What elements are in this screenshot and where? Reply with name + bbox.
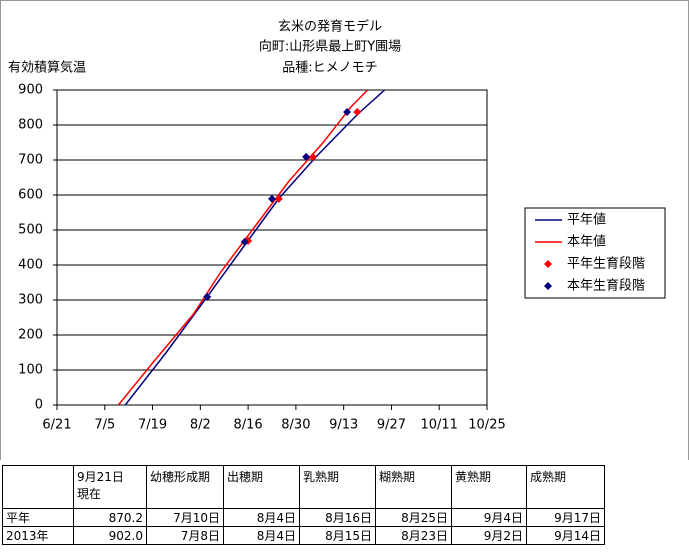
x-tick-label: 8/16	[234, 418, 263, 433]
legend-marker	[544, 282, 552, 290]
y-tick-label: 800	[18, 118, 43, 133]
table-body: 9月21日 現在 幼穂形成期 出穂期 乳熟期 糊熟期 黄熟期 成熟期 平年 870.2 7月10日…	[2, 465, 605, 545]
legend-label: 本年生育段階	[567, 278, 645, 294]
stage-marker	[302, 152, 311, 161]
cell: 9月17日	[526, 508, 605, 527]
header-cell: 成熟期	[526, 465, 605, 509]
cell: 8月23日	[375, 526, 452, 545]
cell: 870.2	[73, 508, 147, 527]
plot-area	[56, 89, 488, 406]
table-row: 9月21日 現在 幼穂形成期 出穂期 乳熟期 糊熟期 黄熟期 成熟期	[2, 465, 605, 509]
cell: 9月4日	[451, 508, 527, 527]
stage-marker	[353, 108, 362, 117]
cell: 9月2日	[451, 526, 527, 545]
cell: 8月4日	[223, 526, 300, 545]
x-tick-label: 6/21	[42, 418, 71, 433]
cell: 8月25日	[375, 508, 452, 527]
y-axis-label: 有効積算気温	[8, 60, 86, 76]
x-tick-label: 7/19	[138, 418, 167, 433]
legend-label: 平年値	[567, 212, 606, 228]
stage-marker	[274, 194, 283, 203]
x-tick-label: 9/27	[377, 418, 406, 433]
x-tick-label: 10/25	[468, 418, 505, 433]
cell: 7月8日	[146, 526, 224, 545]
cell: 2013年	[2, 526, 74, 545]
stage-marker	[203, 292, 212, 301]
header-cell	[2, 465, 74, 509]
series-line	[124, 89, 386, 406]
y-tick-label: 900	[18, 83, 43, 98]
header-cell: 幼穂形成期	[146, 465, 224, 509]
header-cell: 黄熟期	[451, 465, 527, 509]
cell: 902.0	[73, 526, 147, 545]
stage-marker	[308, 152, 317, 161]
stage-marker	[343, 108, 352, 117]
cell: 7月10日	[146, 508, 224, 527]
header-cell: 乳熟期	[299, 465, 376, 509]
x-tick-label: 8/30	[281, 418, 310, 433]
y-tick-label: 200	[18, 328, 43, 343]
table-row: 平年 870.2 7月10日 8月4日 8月16日 8月25日 9月4日 9月17日	[2, 508, 605, 527]
header-cell: 糊熟期	[375, 465, 452, 509]
x-tick-label: 10/11	[420, 418, 457, 433]
legend-label: 平年生育段階	[567, 256, 645, 272]
cell: 9月14日	[526, 526, 605, 545]
chart-subtitle: 品種:ヒメノモチ	[282, 60, 377, 76]
legend-label: 本年値	[567, 234, 606, 250]
series-line	[117, 89, 369, 406]
stage-marker	[268, 194, 276, 203]
y-tick-label: 300	[18, 293, 43, 308]
table: 9月21日 現在 幼穂形成期 出穂期 乳熟期 糊熟期 黄熟期 成熟期 平年 870.2 7月10日…	[2, 465, 605, 545]
cell: 平年	[2, 508, 74, 527]
y-tick-label: 500	[18, 223, 43, 238]
y-tick-label: 700	[18, 153, 43, 168]
chart-subtitle: 向町:山形県最上町Y圃場	[259, 39, 401, 55]
chart-title: 玄米の発育モデル	[278, 19, 382, 35]
x-tick-label: 7/5	[94, 418, 115, 433]
y-tick-label: 100	[18, 363, 43, 378]
cell: 8月15日	[299, 526, 376, 545]
chart: 玄米の発育モデル 向町:山形県最上町Y圃場 品種:ヒメノモチ 有効積算気温 0 1…	[0, 0, 689, 460]
cell: 8月16日	[299, 508, 376, 527]
cell: 8月4日	[223, 508, 300, 527]
y-tick-label: 600	[18, 188, 43, 203]
header-cell: 出穂期	[223, 465, 300, 509]
stage-marker	[240, 237, 249, 246]
x-tick-label: 8/2	[190, 418, 211, 433]
legend-marker	[544, 260, 552, 268]
header-cell: 9月21日 現在	[73, 465, 147, 509]
table-row: 2013年 902.0 7月8日 8月4日 8月15日 8月23日 9月2日 9月14日	[2, 526, 605, 545]
y-tick-label: 0	[35, 398, 43, 413]
x-tick-label: 9/13	[329, 418, 358, 433]
y-tick-label: 400	[18, 258, 43, 273]
